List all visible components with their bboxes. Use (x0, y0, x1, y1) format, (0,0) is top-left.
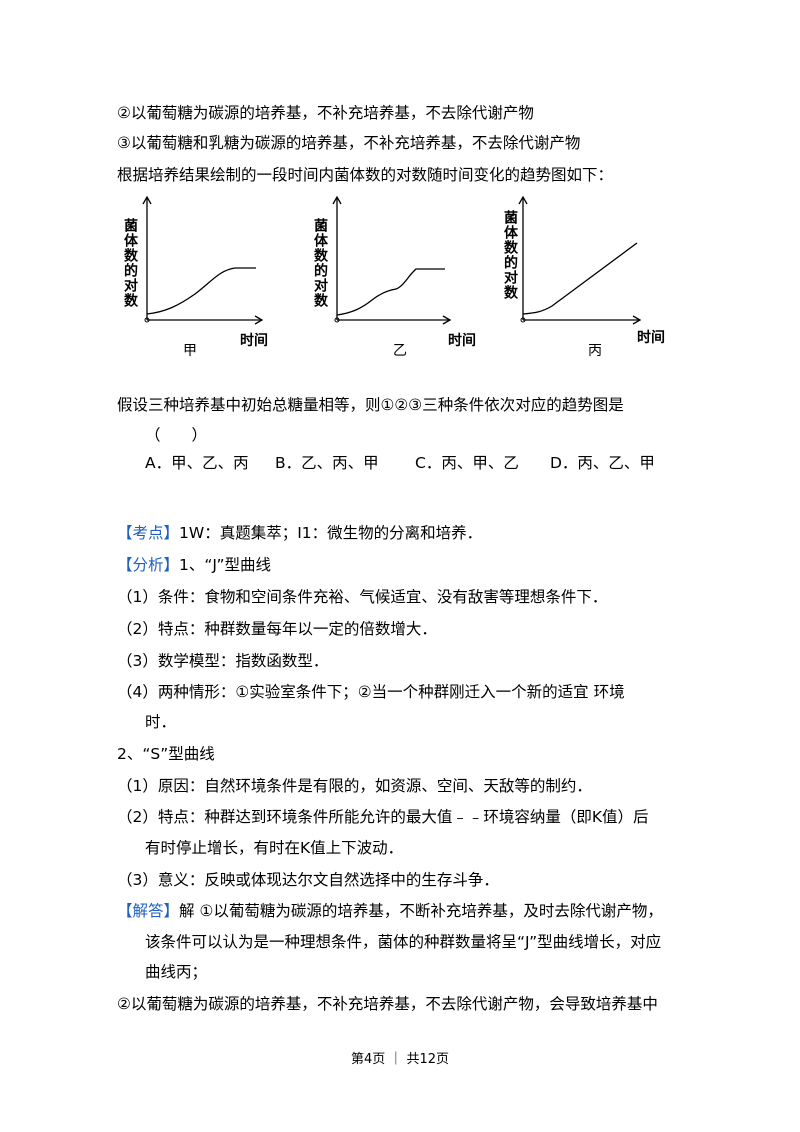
option: C．丙、甲、乙 (415, 454, 519, 472)
figures (142, 195, 642, 325)
figure-bing (518, 195, 642, 325)
text-line: （1）原因：自然环境条件是有限的，如资源、空间、天敌等的制约． (117, 777, 592, 795)
text-line: （2）特点：种群数量每年以一定的倍数增大． (117, 620, 437, 638)
text-line: 2、“S”型曲线 (117, 745, 215, 763)
text: 1W：真题集萃；I1：微生物的分离和培养． (179, 524, 483, 542)
figure-jia (142, 195, 264, 325)
y-axis-label: 菌体数的对数 (312, 218, 328, 308)
text-line: ②以葡萄糖为碳源的培养基，不补充培养基，不去除代谢产物，会导致培养基中 (117, 995, 658, 1013)
y-axis-label: 菌体数的对数 (502, 210, 518, 300)
x-axis-label: 时间 (637, 330, 665, 346)
x-axis-label: 时间 (240, 333, 268, 349)
figure-caption: 甲 (183, 343, 197, 359)
text-line: 【分析】1、“J”型曲线 (117, 555, 271, 575)
option: A．甲、乙、丙 (145, 454, 249, 472)
option: B．乙、丙、甲 (275, 454, 379, 472)
section-tag: 【解答】 (117, 902, 180, 920)
question: 假设三种培养基中初始总糖量相等，则①②③三种条件依次对应的趋势图是 (117, 396, 624, 414)
text-line: 时． (145, 713, 177, 731)
option: D．丙、乙、甲 (550, 454, 655, 472)
answer-blank: （ ） (145, 426, 208, 444)
text-line: （1）条件：食物和空间条件充裕、气候适宜、没有敌害等理想条件下． (117, 588, 608, 606)
text-line: 【解答】解 ①以葡萄糖为碳源的培养基，不断补充培养基，及时去除代谢产物， (117, 901, 663, 921)
text-line: 根据培养结果绘制的一段时间内菌体数的对数随时间变化的趋势图如下： (117, 166, 614, 184)
y-axis-label: 菌体数的对数 (122, 218, 138, 308)
text-line: 曲线丙； (145, 963, 208, 981)
figure-yi (332, 195, 452, 325)
text-line: ③以葡萄糖和乳糖为碳源的培养基，不补充培养基，不去除代谢产物 (117, 134, 581, 152)
text-line: 该条件可以认为是一种理想条件，菌体的种群数量将呈“J”型曲线增长，对应 (145, 933, 662, 951)
figure-caption: 丙 (588, 343, 602, 359)
text-line: ②以葡萄糖为碳源的培养基，不补充培养基，不去除代谢产物 (117, 104, 534, 122)
x-axis-label: 时间 (448, 333, 476, 349)
text-line: 【考点】1W：真题集萃；I1：微生物的分离和培养． (117, 523, 482, 543)
section-tag: 【考点】 (117, 524, 180, 542)
text-line: 有时停止增长，有时在K值上下波动． (145, 839, 404, 857)
section-tag: 【分析】 (117, 556, 180, 574)
text: 解 ①以葡萄糖为碳源的培养基，不断补充培养基，及时去除代谢产物， (179, 902, 663, 920)
text-line: （4）两种情形：①实验室条件下；②当一个种群刚迁入一个新的适宜 环境 (117, 683, 625, 701)
figure-caption: 乙 (393, 343, 407, 359)
text-line: （3）意义：反映或体现达尔文自然选择中的生存斗争． (117, 871, 499, 889)
text-line: （3）数学模型：指数函数型． (117, 652, 329, 670)
footer: 第4页 ｜ 共12页 (350, 1052, 450, 1067)
text: 1、“J”型曲线 (179, 556, 272, 574)
text-line: （2）特点：种群达到环境条件所能允许的最大值﹣﹣环境容纳量（即K值）后 (117, 808, 649, 826)
